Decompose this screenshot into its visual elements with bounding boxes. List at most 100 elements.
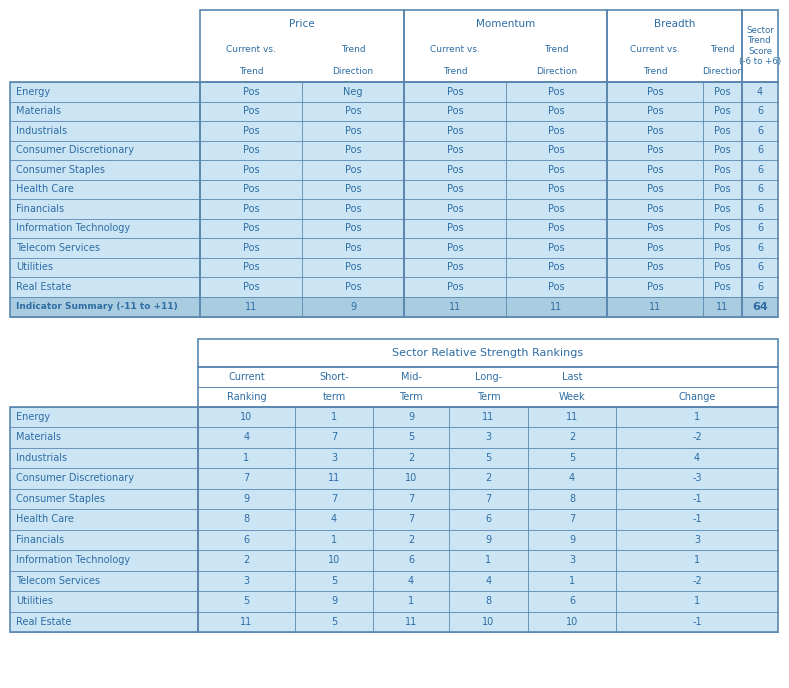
Text: 11: 11	[449, 301, 461, 312]
Text: 9: 9	[244, 494, 249, 504]
Text: Trend: Trend	[443, 67, 467, 76]
Text: Pos: Pos	[447, 204, 463, 214]
Bar	[742, 10, 778, 82]
Text: -2: -2	[692, 432, 702, 442]
Text: 10: 10	[566, 616, 578, 627]
Text: Price: Price	[290, 19, 315, 29]
Text: Sector Relative Strength Rankings: Sector Relative Strength Rankings	[392, 347, 584, 358]
Text: 11: 11	[716, 301, 728, 312]
Text: Energy: Energy	[16, 411, 50, 422]
Text: Current: Current	[228, 372, 265, 382]
Bar	[10, 82, 200, 316]
Text: Term: Term	[477, 391, 500, 402]
Text: Utilities: Utilities	[16, 262, 53, 272]
Text: Pos: Pos	[548, 223, 565, 233]
Text: 7: 7	[485, 494, 492, 504]
Bar	[198, 407, 778, 632]
Text: 1: 1	[694, 555, 700, 566]
Text: 5: 5	[569, 453, 575, 463]
Text: Breadth: Breadth	[654, 19, 695, 29]
Bar	[404, 10, 607, 82]
Text: Term: Term	[399, 391, 423, 402]
Text: Pos: Pos	[243, 223, 260, 233]
Text: Pos: Pos	[714, 145, 731, 155]
Text: 11: 11	[245, 301, 257, 312]
Text: 4: 4	[244, 432, 249, 442]
Text: 7: 7	[331, 432, 337, 442]
Bar	[607, 10, 742, 82]
Text: 4: 4	[408, 576, 414, 585]
Text: 1: 1	[408, 596, 414, 606]
Text: 6: 6	[569, 596, 575, 606]
Text: 6: 6	[757, 282, 763, 292]
Text: -1: -1	[692, 616, 701, 627]
Text: 10: 10	[482, 616, 495, 627]
Text: Telecom Services: Telecom Services	[16, 243, 100, 252]
Text: Trend: Trend	[239, 67, 264, 76]
Text: 9: 9	[350, 301, 356, 312]
Text: Pos: Pos	[647, 204, 664, 214]
Text: 1: 1	[485, 555, 492, 566]
Text: -1: -1	[692, 514, 701, 524]
Text: 2: 2	[408, 535, 414, 545]
Text: Current vs.: Current vs.	[430, 45, 480, 54]
Bar	[10, 140, 778, 160]
Bar	[10, 121, 778, 140]
Text: 7: 7	[243, 473, 249, 483]
Text: 6: 6	[757, 243, 763, 252]
Bar	[10, 407, 778, 427]
Text: Trend: Trend	[710, 45, 735, 54]
Bar	[198, 338, 778, 367]
Text: Pos: Pos	[345, 164, 361, 175]
Text: Information Technology: Information Technology	[16, 555, 130, 566]
Text: Pos: Pos	[548, 204, 565, 214]
Bar	[10, 591, 778, 612]
Text: -3: -3	[692, 473, 701, 483]
Bar	[10, 82, 778, 102]
Bar	[404, 10, 506, 82]
Text: Financials: Financials	[16, 535, 64, 545]
Bar	[10, 277, 778, 297]
Text: Pos: Pos	[243, 126, 260, 136]
Text: Pos: Pos	[243, 282, 260, 292]
Text: 3: 3	[485, 432, 492, 442]
Bar	[742, 82, 778, 316]
Text: Consumer Discretionary: Consumer Discretionary	[16, 473, 134, 483]
Text: Pos: Pos	[447, 145, 463, 155]
Text: Pos: Pos	[647, 126, 664, 136]
Text: Industrials: Industrials	[16, 453, 67, 463]
Text: 6: 6	[757, 184, 763, 194]
Text: Pos: Pos	[714, 106, 731, 116]
Text: 2: 2	[408, 453, 414, 463]
Text: Pos: Pos	[647, 223, 664, 233]
Text: Pos: Pos	[243, 106, 260, 116]
Text: Pos: Pos	[647, 282, 664, 292]
Text: Utilities: Utilities	[16, 596, 53, 606]
Text: Consumer Discretionary: Consumer Discretionary	[16, 145, 134, 155]
Text: Indicator Summary (-11 to +11): Indicator Summary (-11 to +11)	[16, 302, 178, 311]
Text: Pos: Pos	[243, 145, 260, 155]
Text: Pos: Pos	[447, 282, 463, 292]
Text: 8: 8	[485, 596, 492, 606]
Bar	[200, 82, 404, 316]
Bar	[198, 367, 778, 407]
Text: Financials: Financials	[16, 204, 64, 214]
Text: Pos: Pos	[447, 243, 463, 252]
Text: 6: 6	[408, 555, 414, 566]
Text: Pos: Pos	[243, 164, 260, 175]
Bar	[10, 10, 200, 82]
Bar	[10, 257, 778, 277]
Text: 9: 9	[331, 596, 337, 606]
Text: Telecom Services: Telecom Services	[16, 576, 100, 585]
Text: Pos: Pos	[345, 106, 361, 116]
Text: Pos: Pos	[548, 282, 565, 292]
Bar	[703, 10, 742, 82]
Text: 3: 3	[569, 555, 575, 566]
Bar	[607, 10, 703, 82]
Text: Short-: Short-	[320, 372, 349, 382]
Text: Materials: Materials	[16, 432, 61, 442]
Text: Pos: Pos	[447, 106, 463, 116]
Text: 7: 7	[569, 514, 575, 524]
Text: Pos: Pos	[548, 164, 565, 175]
Text: 6: 6	[757, 204, 763, 214]
